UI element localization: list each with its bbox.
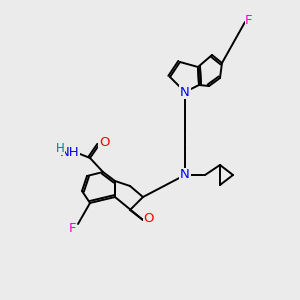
Text: N: N [180, 169, 190, 182]
Text: O: O [144, 212, 154, 226]
Text: O: O [99, 136, 109, 149]
Text: NH: NH [60, 146, 80, 158]
Text: H: H [56, 142, 64, 154]
Text: F: F [245, 14, 253, 26]
Text: N: N [180, 85, 190, 98]
Text: F: F [69, 221, 77, 235]
